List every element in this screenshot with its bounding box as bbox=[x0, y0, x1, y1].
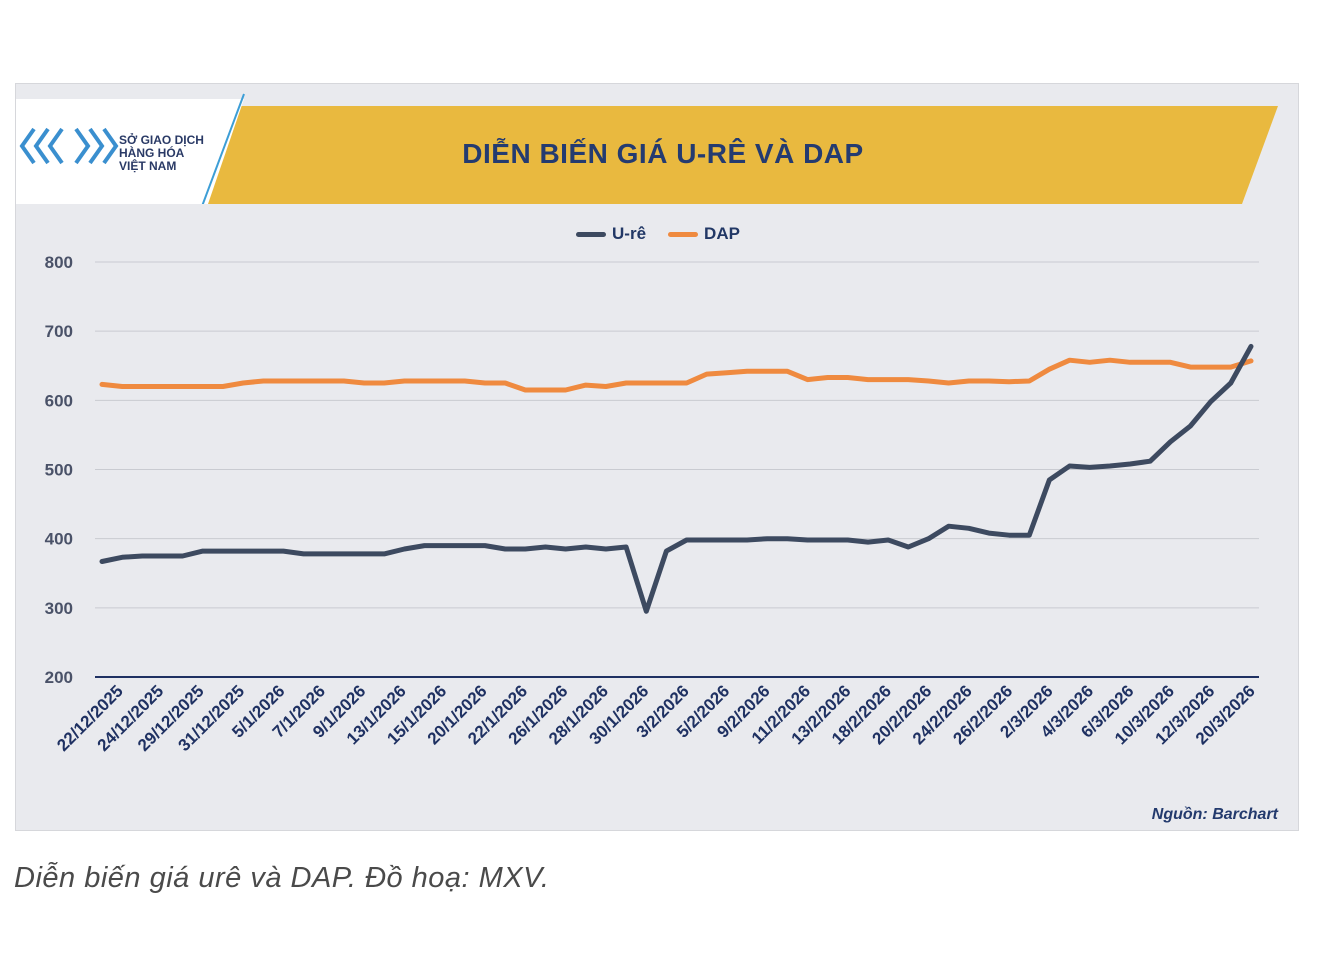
legend-label-ure: U-rê bbox=[612, 224, 647, 243]
line-chart: 200 300 400 500 600 700 800 22/12/202524/12/20… bbox=[45, 253, 1259, 755]
legend: U-rê DAP bbox=[16, 224, 1298, 244]
series-lines bbox=[99, 343, 1254, 614]
y-tick-label: 500 bbox=[45, 461, 73, 480]
y-tick-label: 400 bbox=[45, 530, 73, 549]
title-banner bbox=[16, 93, 1278, 204]
y-tick-label: 300 bbox=[45, 599, 73, 618]
figure-caption: Diễn biến giá urê và DAP. Đồ hoạ: MXV. bbox=[14, 862, 550, 894]
logo-line-2: HÀNG HÓA bbox=[119, 146, 185, 160]
legend-label-dap: DAP bbox=[704, 224, 740, 243]
legend-item-dap: DAP bbox=[668, 224, 740, 244]
y-tick-labels: 200 300 400 500 600 700 800 bbox=[45, 253, 73, 687]
logo-icon bbox=[19, 127, 119, 165]
chart-title: DIỄN BIẾN GIÁ U-RÊ VÀ DAP bbox=[462, 138, 864, 169]
series-line-dap bbox=[99, 357, 1254, 393]
x-tick-labels: 22/12/202524/12/202529/12/202531/12/2025… bbox=[53, 681, 1259, 755]
logo-text: SỞ GIAO DỊCH HÀNG HÓA VIỆT NAM bbox=[119, 134, 204, 173]
banner-accent-line bbox=[201, 93, 245, 204]
y-tick-label: 800 bbox=[45, 253, 73, 272]
legend-item-ure: U-rê bbox=[576, 224, 646, 244]
series-line-ure bbox=[99, 343, 1254, 614]
logo-line-1: SỞ GIAO DỊCH bbox=[119, 133, 204, 147]
y-tick-label: 600 bbox=[45, 391, 73, 410]
y-tick-label: 200 bbox=[45, 668, 73, 687]
legend-swatch-dap bbox=[668, 231, 699, 237]
chart-card: SỞ GIAO DỊCH HÀNG HÓA VIỆT NAM DIỄN BIẾN… bbox=[15, 83, 1299, 831]
banner-stripe bbox=[176, 106, 1278, 204]
logo-plate bbox=[16, 99, 244, 204]
logo-line-3: VIỆT NAM bbox=[119, 159, 177, 173]
source-label: Nguồn: Barchart bbox=[1151, 806, 1278, 823]
y-tick-label: 700 bbox=[45, 322, 73, 341]
legend-swatch-ure bbox=[576, 231, 607, 237]
